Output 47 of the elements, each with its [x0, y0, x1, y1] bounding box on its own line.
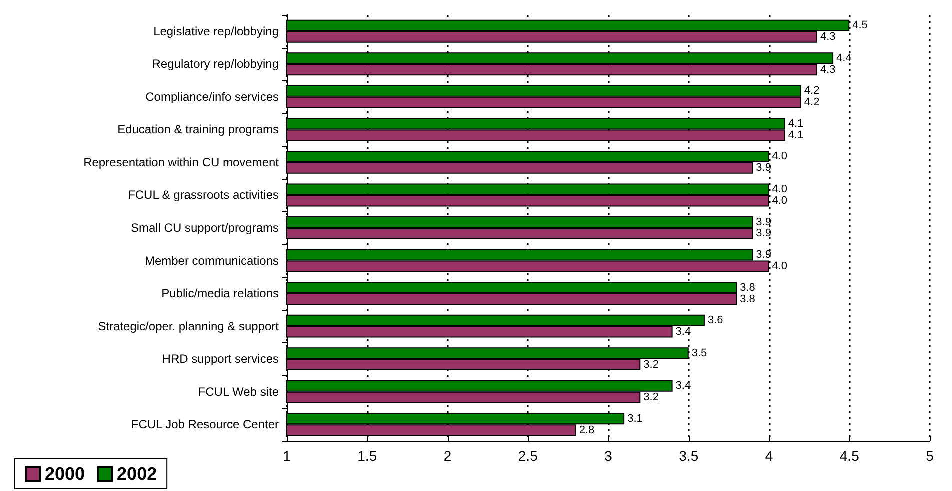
x-tick-label: 4 [765, 448, 774, 464]
data-label: 3.6 [708, 314, 724, 327]
x-tick-label: 1.5 [358, 448, 378, 464]
data-label: 4.2 [804, 85, 820, 98]
data-label: 4.2 [804, 96, 820, 109]
data-label: 4.0 [772, 194, 788, 207]
data-label: 3.9 [756, 162, 772, 174]
x-tick-label: 5 [926, 448, 934, 464]
data-label: 3.9 [756, 228, 772, 240]
y-tick-label: Public/media relations [162, 286, 279, 301]
y-tick-label: Small CU support/programs [130, 221, 279, 235]
data-label: 3.8 [740, 282, 756, 294]
data-label: 3.5 [692, 347, 708, 360]
y-tick-label: Representation within CU movement [84, 155, 280, 170]
data-label: 4.0 [772, 183, 788, 196]
data-label: 2.8 [579, 424, 595, 436]
x-tick-label: 1 [283, 448, 292, 464]
data-label: 3.2 [644, 392, 659, 404]
y-tick-label: FCUL Web site [198, 384, 280, 399]
x-tick-label: 3 [604, 448, 613, 464]
data-label: 3.9 [756, 249, 772, 262]
y-tick-label: Member communications [144, 254, 279, 268]
x-tick-label: 2.5 [518, 448, 538, 464]
y-tick-label: Regulatory rep/lobbying [152, 57, 279, 72]
y-tick-label: Strategic/oper. planning & support [98, 319, 280, 334]
x-tick-label: 3.5 [679, 448, 699, 464]
data-label: 3.8 [740, 293, 756, 306]
y-tick-label: Legislative rep/lobbying [154, 24, 279, 38]
data-label: 4.5 [852, 20, 868, 32]
data-label: 4.1 [788, 118, 804, 130]
x-tick-label: 4.5 [840, 448, 860, 464]
data-label: 4.1 [788, 129, 804, 142]
data-label: 3.2 [644, 358, 659, 371]
data-label: 4.3 [820, 31, 836, 44]
x-tick-label: 2 [444, 448, 452, 464]
y-tick-label: FCUL Job Resource Center [131, 418, 279, 432]
data-label: 4.3 [820, 64, 836, 76]
data-label: 3.1 [628, 412, 643, 425]
data-label: 3.9 [756, 216, 772, 228]
data-label: 4.0 [772, 150, 788, 163]
y-tick-label: HRD support services [162, 352, 279, 366]
y-tick-label: Education & training programs [118, 122, 279, 137]
legend-label: 2002 [117, 464, 158, 484]
data-label: 4.0 [772, 260, 788, 273]
y-tick-label: Compliance/info services [146, 90, 279, 104]
legend-label: 2000 [45, 464, 86, 484]
y-tick-label: FCUL & grassroots activities [128, 188, 279, 202]
